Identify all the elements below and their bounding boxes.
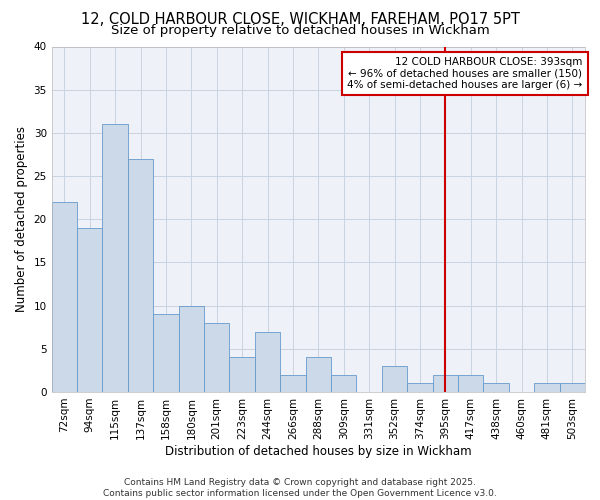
Y-axis label: Number of detached properties: Number of detached properties: [15, 126, 28, 312]
Text: 12, COLD HARBOUR CLOSE, WICKHAM, FAREHAM, PO17 5PT: 12, COLD HARBOUR CLOSE, WICKHAM, FAREHAM…: [80, 12, 520, 28]
Bar: [407, 384, 433, 392]
X-axis label: Distribution of detached houses by size in Wickham: Distribution of detached houses by size …: [165, 444, 472, 458]
Bar: [255, 332, 280, 392]
Bar: [204, 323, 229, 392]
Bar: [103, 124, 128, 392]
Text: 12 COLD HARBOUR CLOSE: 393sqm
← 96% of detached houses are smaller (150)
4% of s: 12 COLD HARBOUR CLOSE: 393sqm ← 96% of d…: [347, 57, 583, 90]
Text: Contains HM Land Registry data © Crown copyright and database right 2025.
Contai: Contains HM Land Registry data © Crown c…: [103, 478, 497, 498]
Bar: [458, 374, 484, 392]
Bar: [382, 366, 407, 392]
Bar: [560, 384, 585, 392]
Bar: [153, 314, 179, 392]
Bar: [433, 374, 458, 392]
Bar: [331, 374, 356, 392]
Bar: [229, 358, 255, 392]
Bar: [484, 384, 509, 392]
Bar: [52, 202, 77, 392]
Bar: [534, 384, 560, 392]
Bar: [179, 306, 204, 392]
Bar: [280, 374, 305, 392]
Text: Size of property relative to detached houses in Wickham: Size of property relative to detached ho…: [110, 24, 490, 37]
Bar: [77, 228, 103, 392]
Bar: [305, 358, 331, 392]
Bar: [128, 159, 153, 392]
